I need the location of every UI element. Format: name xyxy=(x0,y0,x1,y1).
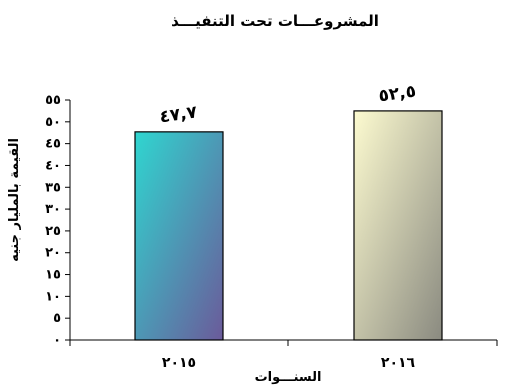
y-tick-label: ٢٠ xyxy=(45,246,61,261)
data-label-1: ٥٢,٥ xyxy=(377,81,417,106)
y-tick-label: ٢٥ xyxy=(45,224,61,239)
bar-1 xyxy=(353,110,443,341)
y-tick-label: ٤٠ xyxy=(45,158,61,173)
category-label-0: ٢٠١٥ xyxy=(162,355,196,371)
bars xyxy=(134,110,443,341)
y-axis-label: القيمة بالمليار جنيه xyxy=(7,138,22,262)
y-tick-label: ٣٥ xyxy=(45,180,61,195)
y-tick-label: ٥٥ xyxy=(45,93,61,108)
y-tick-label: ٠ xyxy=(53,333,61,348)
data-label-0: ٤٧,٧ xyxy=(158,102,199,127)
y-tick-label: ٥ xyxy=(53,311,61,326)
chart-title: المشروعـــات تحت التنفيـــذ xyxy=(171,12,379,30)
y-tick-label: ٣٠ xyxy=(45,202,61,217)
y-tick-label: ٥٠ xyxy=(45,115,61,130)
y-ticks: ٠ ٥ ١٠ ١٥ ٢٠ ٢٥ ٣٠ ٣٥ ٤٠ ٤٥ ٥٠ ٥٥ xyxy=(45,93,70,348)
x-axis-label: السنـــوات xyxy=(255,370,322,385)
y-tick-label: ١٥ xyxy=(45,268,61,283)
y-tick-label: ١٠ xyxy=(45,289,61,304)
bar-0 xyxy=(134,131,224,341)
category-label-1: ٢٠١٦ xyxy=(381,355,416,371)
y-tick-label: ٤٥ xyxy=(45,137,61,152)
